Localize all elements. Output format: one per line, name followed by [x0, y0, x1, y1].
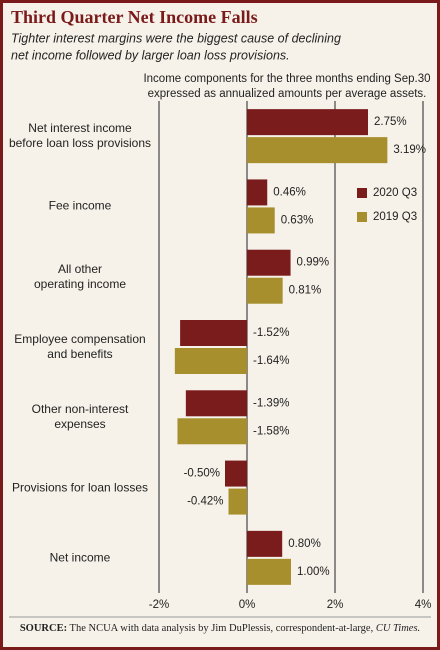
value-label: -1.52%: [253, 327, 289, 339]
subtitle: net income followed by larger loan loss …: [11, 48, 290, 62]
category-label: Provisions for loan losses: [11, 480, 149, 495]
value-label: 0.99%: [297, 257, 330, 269]
footer: SOURCE: The NCUA with data analysis by J…: [3, 623, 437, 634]
bar: [247, 530, 283, 557]
bar: [247, 179, 268, 206]
x-tick-label: 2%: [327, 599, 344, 611]
value-label: -1.39%: [253, 397, 289, 409]
bar: [228, 488, 247, 515]
bar: [177, 418, 247, 445]
value-label: 0.46%: [273, 186, 306, 198]
category-label: Fee income: [48, 198, 112, 213]
value-label: -0.50%: [184, 468, 220, 480]
chart: Third Quarter Net Income Falls Tighter i…: [9, 7, 432, 618]
bar: [247, 277, 283, 304]
value-label: -1.64%: [253, 355, 289, 367]
bar: [185, 390, 247, 417]
bar: [247, 207, 275, 234]
chart-note: Income components for the three months e…: [143, 73, 430, 85]
bar: [247, 137, 388, 164]
value-label: 0.63%: [281, 214, 314, 226]
legend-swatch: [357, 212, 367, 222]
bar: [225, 460, 247, 487]
source-label: SOURCE:: [19, 623, 68, 634]
value-label: 2.75%: [374, 116, 407, 128]
legend-label: 2020 Q3: [373, 187, 417, 199]
category-label: All other operating income: [33, 261, 127, 291]
chart-note: expressed as annualized amounts per aver…: [148, 88, 427, 100]
bar: [180, 320, 247, 346]
category-label: Other non-interest expenses: [31, 402, 129, 432]
bar: [247, 249, 291, 276]
bar: [247, 558, 291, 585]
category-label: Net income: [49, 550, 111, 565]
x-tick-label: -2%: [149, 599, 169, 611]
bar: [247, 109, 368, 136]
legend-label: 2019 Q3: [373, 211, 417, 223]
chart-title: Third Quarter Net Income Falls: [11, 7, 258, 27]
value-label: 0.81%: [289, 285, 322, 297]
value-label: 1.00%: [297, 566, 330, 578]
value-label: 0.80%: [288, 538, 321, 550]
x-tick-label: 0%: [239, 599, 256, 611]
value-label: -1.58%: [253, 425, 289, 437]
source-publication: CU Times.: [375, 623, 421, 634]
x-tick-label: 4%: [415, 599, 432, 611]
category-label: Employee compensation and benefits: [14, 332, 146, 361]
value-label: -0.42%: [187, 496, 223, 508]
value-label: 3.19%: [393, 144, 426, 156]
legend-swatch: [357, 188, 367, 198]
bar: [174, 348, 247, 374]
source-text: The NCUA with data analysis by Jim DuPle…: [69, 623, 374, 634]
subtitle: Tighter interest margins were the bigges…: [11, 31, 341, 45]
category-label: Net interest income before loan loss pro…: [8, 121, 152, 151]
